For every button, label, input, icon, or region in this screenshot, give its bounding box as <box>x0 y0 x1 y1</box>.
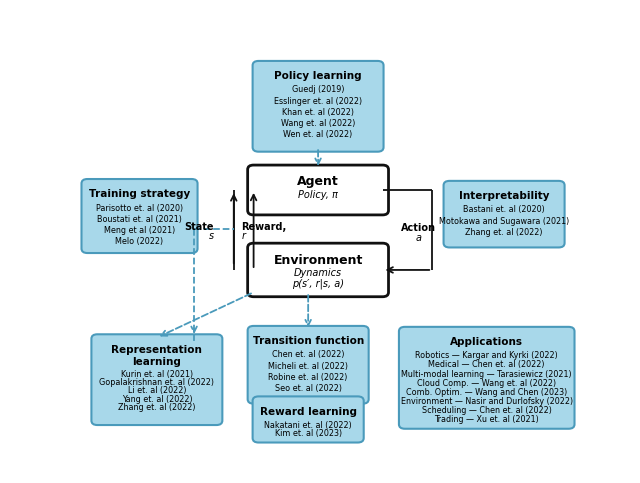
Text: Robotics — Kargar and Kyrki (2022): Robotics — Kargar and Kyrki (2022) <box>415 352 558 360</box>
Text: State: State <box>184 222 214 232</box>
Text: Environment: Environment <box>273 254 363 267</box>
Text: Reward learning: Reward learning <box>260 407 356 417</box>
Text: Policy learning: Policy learning <box>275 71 362 81</box>
Text: Cloud Comp. — Wang et. al (2022): Cloud Comp. — Wang et. al (2022) <box>417 379 556 387</box>
Text: p(s′, r|s, a): p(s′, r|s, a) <box>292 279 344 289</box>
FancyBboxPatch shape <box>248 243 388 297</box>
Text: Robine et. al (2022): Robine et. al (2022) <box>268 373 348 382</box>
Text: Boustati et. al (2021): Boustati et. al (2021) <box>97 215 182 224</box>
FancyBboxPatch shape <box>248 326 369 404</box>
Text: Melo (2022): Melo (2022) <box>115 237 164 246</box>
Text: r: r <box>241 231 245 241</box>
Text: a: a <box>416 233 422 243</box>
Text: Trading — Xu et. al (2021): Trading — Xu et. al (2021) <box>435 415 539 424</box>
Text: Motokawa and Sugawara (2021): Motokawa and Sugawara (2021) <box>439 216 569 226</box>
Text: Environment — Nasir and Durlofsky (2022): Environment — Nasir and Durlofsky (2022) <box>401 397 573 406</box>
Text: Medical — Chen et. al (2022): Medical — Chen et. al (2022) <box>428 360 545 369</box>
Text: Scheduling — Chen et. al (2022): Scheduling — Chen et. al (2022) <box>422 406 552 415</box>
Text: Action: Action <box>401 223 436 233</box>
Text: Micheli et. al (2022): Micheli et. al (2022) <box>268 362 348 370</box>
Text: Dynamics: Dynamics <box>294 268 342 278</box>
Text: Applications: Applications <box>450 337 524 347</box>
Text: Meng et al (2021): Meng et al (2021) <box>104 226 175 235</box>
FancyBboxPatch shape <box>92 334 222 425</box>
Text: s: s <box>209 231 214 241</box>
Text: Gopalakrishnan et. al (2022): Gopalakrishnan et. al (2022) <box>99 378 214 387</box>
Text: Seo et. al (2022): Seo et. al (2022) <box>275 384 342 393</box>
Text: Parisotto et. al (2020): Parisotto et. al (2020) <box>96 203 183 213</box>
Text: Interpretability: Interpretability <box>459 191 549 201</box>
Text: Training strategy: Training strategy <box>89 189 190 199</box>
Text: Li et. al (2022): Li et. al (2022) <box>127 386 186 396</box>
Text: Wang et. al (2022): Wang et. al (2022) <box>281 119 355 128</box>
Text: Khan et. al (2022): Khan et. al (2022) <box>282 108 354 117</box>
Text: Kim et. al (2023): Kim et. al (2023) <box>275 429 342 438</box>
FancyBboxPatch shape <box>253 61 383 152</box>
Text: Comb. Optim. — Wang and Chen (2023): Comb. Optim. — Wang and Chen (2023) <box>406 388 567 397</box>
Text: Nakatani et. al (2022): Nakatani et. al (2022) <box>264 421 352 430</box>
Text: Multi-modal learning — Tarasiewicz (2021): Multi-modal learning — Tarasiewicz (2021… <box>401 369 572 379</box>
Text: Kurin et. al (2021): Kurin et. al (2021) <box>121 370 193 379</box>
Text: Policy, π: Policy, π <box>298 190 338 199</box>
Text: Guedj (2019): Guedj (2019) <box>292 85 344 95</box>
Text: Yang et. al (2022): Yang et. al (2022) <box>122 395 192 403</box>
FancyBboxPatch shape <box>81 179 198 253</box>
FancyBboxPatch shape <box>253 397 364 442</box>
Text: Reward,: Reward, <box>241 222 287 232</box>
Text: Esslinger et. al (2022): Esslinger et. al (2022) <box>274 97 362 106</box>
Text: Chen et. al (2022): Chen et. al (2022) <box>272 351 344 359</box>
Text: Agent: Agent <box>297 175 339 188</box>
FancyBboxPatch shape <box>444 181 564 247</box>
FancyBboxPatch shape <box>248 165 388 215</box>
Text: Transition function: Transition function <box>253 336 364 346</box>
FancyBboxPatch shape <box>399 327 575 429</box>
Text: Zhang et. al (2022): Zhang et. al (2022) <box>118 403 196 412</box>
Text: Wen et. al (2022): Wen et. al (2022) <box>284 130 353 139</box>
Text: Bastani et. al (2020): Bastani et. al (2020) <box>463 205 545 214</box>
Text: Zhang et. al (2022): Zhang et. al (2022) <box>465 228 543 237</box>
Text: Representation
learning: Representation learning <box>111 345 202 367</box>
